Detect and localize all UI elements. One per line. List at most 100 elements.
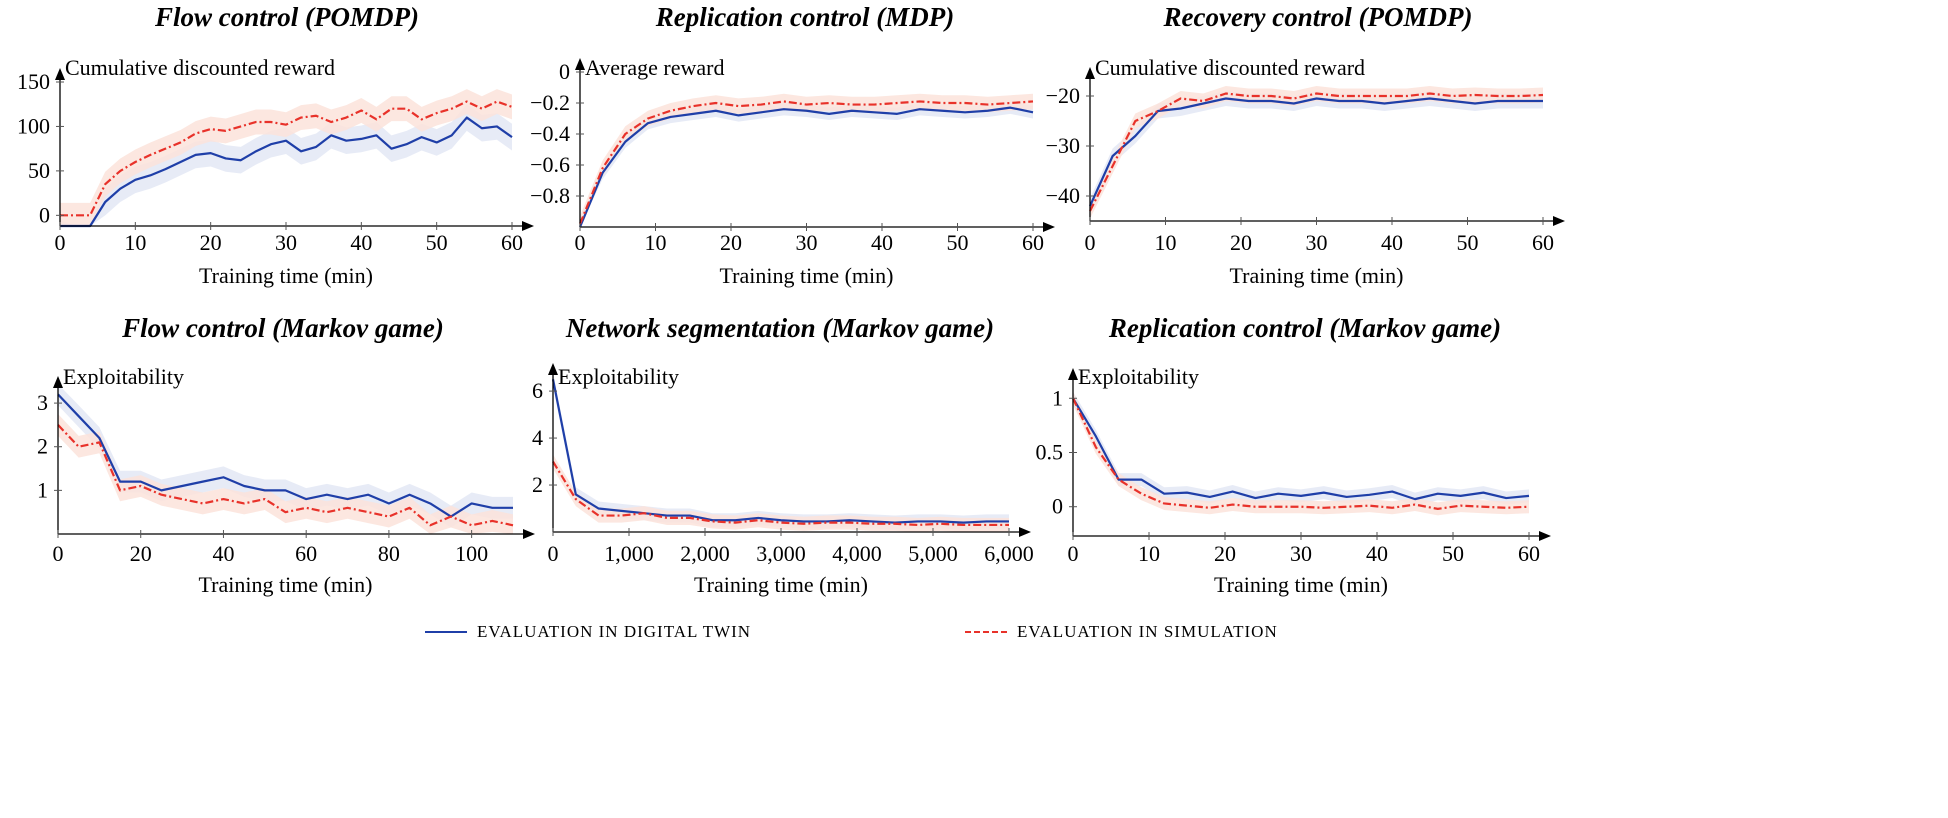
- x-axis-arrow: [522, 221, 534, 231]
- legend-swatch-dash-dot: [965, 631, 1007, 633]
- band-digital-twin: [60, 104, 512, 226]
- x-tick-label: 20: [130, 541, 152, 566]
- y-axis-label: Exploitability: [63, 364, 184, 389]
- x-tick-label: 0: [1068, 541, 1079, 566]
- panel-title-2: Replication control (MDP): [655, 2, 955, 32]
- series-line-simulation: [578, 100, 1034, 225]
- y-tick-label: 50: [28, 158, 50, 183]
- x-axis-label: Training time (min): [694, 572, 868, 597]
- x-axis-arrow: [1553, 216, 1565, 226]
- x-axis-label: Training time (min): [199, 572, 373, 597]
- x-axis-arrow: [1019, 527, 1031, 537]
- x-tick-label: 0: [548, 541, 559, 566]
- panel-title-3: Recovery control (POMDP): [1163, 2, 1473, 32]
- x-tick-label: 60: [501, 230, 523, 255]
- series-line-digital-twin: [578, 106, 1034, 228]
- legend-label: EVALUATION IN SIMULATION: [1017, 622, 1278, 641]
- x-tick-label: 0: [53, 541, 64, 566]
- y-tick-label: 100: [17, 113, 50, 138]
- x-tick-label: 0: [1085, 230, 1096, 255]
- x-tick-label: 60: [295, 541, 317, 566]
- band-digital-twin: [580, 101, 1033, 227]
- x-tick-label: 5,000: [908, 541, 958, 566]
- x-tick-label: 40: [1366, 541, 1388, 566]
- series-line-simulation: [60, 100, 513, 217]
- band-simulation: [58, 414, 513, 534]
- x-tick-label: 30: [1306, 230, 1328, 255]
- legend-item-digital-twin: EVALUATION IN DIGITAL TWIN: [425, 622, 751, 642]
- y-tick-label: 3: [37, 390, 48, 415]
- x-tick-label: 30: [275, 230, 297, 255]
- x-tick-label: 100: [455, 541, 488, 566]
- y-tick-label: −0.4: [530, 121, 570, 146]
- x-tick-label: 60: [1518, 541, 1540, 566]
- y-tick-label: −0.2: [530, 90, 570, 115]
- x-tick-label: 20: [200, 230, 222, 255]
- y-axis-label: Cumulative discounted reward: [1095, 55, 1365, 80]
- band-simulation: [580, 93, 1033, 227]
- series-line-digital-twin: [1088, 97, 1543, 207]
- panel-title-5: Network segmentation (Markov game): [565, 313, 995, 343]
- x-axis-label: Training time (min): [720, 263, 894, 288]
- x-tick-label: 20: [720, 230, 742, 255]
- x-tick-label: 40: [212, 541, 234, 566]
- x-tick-label: 3,000: [756, 541, 806, 566]
- x-tick-label: 10: [645, 230, 667, 255]
- panel-title-1: Flow control (POMDP): [154, 2, 420, 32]
- y-tick-label: −0.6: [530, 152, 570, 177]
- series-line-simulation: [1089, 92, 1544, 212]
- band-digital-twin: [553, 372, 1009, 530]
- x-tick-label: 6,000: [984, 541, 1034, 566]
- x-tick-label: 50: [1457, 230, 1479, 255]
- y-axis-arrow: [1068, 368, 1078, 380]
- x-axis-label: Training time (min): [1230, 263, 1404, 288]
- y-axis-arrow: [548, 363, 558, 375]
- y-tick-label: 0: [39, 202, 50, 227]
- band-simulation: [1073, 391, 1529, 516]
- x-tick-label: 50: [947, 230, 969, 255]
- series-line-digital-twin: [1072, 397, 1530, 501]
- y-tick-label: 150: [17, 69, 50, 94]
- series-line-simulation: [1072, 397, 1530, 510]
- y-axis-arrow: [55, 68, 65, 80]
- series-line-simulation: [57, 424, 514, 527]
- x-tick-label: 50: [1442, 541, 1464, 566]
- x-tick-label: 60: [1532, 230, 1554, 255]
- y-tick-label: −0.8: [530, 183, 570, 208]
- legend-label: EVALUATION IN DIGITAL TWIN: [477, 622, 752, 641]
- x-tick-label: 0: [575, 230, 586, 255]
- legend-swatch-solid: [425, 631, 467, 633]
- y-tick-label: −20: [1046, 83, 1080, 108]
- series-line-digital-twin: [60, 116, 513, 228]
- x-tick-label: 50: [426, 230, 448, 255]
- y-axis-arrow: [575, 58, 585, 70]
- x-tick-label: 30: [1290, 541, 1312, 566]
- x-tick-label: 10: [1138, 541, 1160, 566]
- y-axis-label: Exploitability: [558, 364, 679, 389]
- x-axis-arrow: [1539, 531, 1551, 541]
- x-tick-label: 40: [871, 230, 893, 255]
- x-tick-label: 40: [350, 230, 372, 255]
- x-tick-label: 0: [55, 230, 66, 255]
- y-tick-label: 4: [532, 425, 543, 450]
- y-tick-label: 2: [37, 434, 48, 459]
- series-line-digital-twin: [551, 379, 1009, 524]
- y-tick-label: 6: [532, 378, 543, 403]
- x-tick-label: 4,000: [832, 541, 882, 566]
- y-tick-label: 2: [532, 472, 543, 497]
- y-tick-label: 1: [37, 477, 48, 502]
- y-tick-label: 1: [1052, 385, 1063, 410]
- x-tick-label: 30: [796, 230, 818, 255]
- x-axis-arrow: [523, 529, 535, 539]
- band-simulation: [1090, 86, 1543, 219]
- y-axis-label: Average reward: [585, 55, 724, 80]
- y-tick-label: 0: [1052, 494, 1063, 519]
- y-tick-label: 0: [559, 59, 570, 84]
- x-tick-label: 1,000: [604, 541, 654, 566]
- y-tick-label: −30: [1046, 133, 1080, 158]
- x-axis-label: Training time (min): [199, 263, 373, 288]
- y-axis-label: Exploitability: [1078, 364, 1199, 389]
- x-tick-label: 10: [124, 230, 146, 255]
- y-axis-arrow: [1085, 67, 1095, 79]
